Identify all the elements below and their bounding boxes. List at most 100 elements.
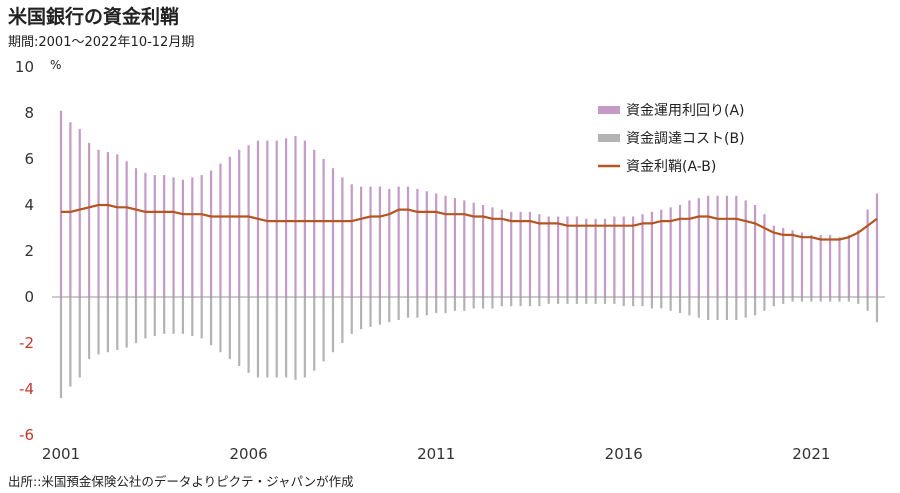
bar-cost-b xyxy=(341,297,344,343)
bar-cost-b xyxy=(632,297,635,307)
bar-yield-a xyxy=(163,175,166,297)
bar-yield-a xyxy=(744,200,747,297)
chart-title: 米国銀行の資金利鞘 xyxy=(8,6,180,28)
bar-cost-b xyxy=(847,297,850,302)
bar-yield-a xyxy=(88,142,91,297)
bar-yield-a xyxy=(791,230,794,297)
bar-yield-a xyxy=(134,168,138,297)
bar-yield-a xyxy=(678,205,682,297)
bar-cost-b xyxy=(697,297,700,318)
bar-yield-a xyxy=(500,209,503,297)
bar-yield-a xyxy=(800,232,804,297)
bar-cost-b xyxy=(181,297,185,334)
bar-yield-a xyxy=(78,129,81,297)
bar-cost-b xyxy=(106,297,109,353)
bar-cost-b xyxy=(247,297,250,373)
bar-cost-b xyxy=(678,297,682,314)
bar-cost-b xyxy=(97,297,100,355)
bar-yield-a xyxy=(191,177,194,297)
bar-cost-b xyxy=(782,297,785,304)
bar-cost-b xyxy=(538,297,541,307)
bar-cost-b xyxy=(735,297,738,320)
bar-cost-b xyxy=(519,297,522,307)
x-tick-label: 2021 xyxy=(792,445,830,463)
legend-label: 資金調達コスト(B) xyxy=(626,131,745,147)
bar-yield-a xyxy=(350,184,353,297)
legend-swatch-a xyxy=(598,106,620,114)
legend-swatch-b xyxy=(598,134,620,142)
bar-cost-b xyxy=(866,297,869,311)
bar-cost-b xyxy=(547,297,550,304)
bar-cost-b xyxy=(163,297,166,334)
bar-yield-a xyxy=(435,193,438,297)
bar-yield-a xyxy=(97,149,100,297)
bar-cost-b xyxy=(388,297,391,323)
bar-yield-a xyxy=(660,209,663,297)
bar-yield-a xyxy=(378,186,381,297)
source-note: 出所::米国預金保険公社のデータよりピクテ・ジャパンが作成 xyxy=(8,474,354,489)
bar-yield-a xyxy=(209,170,213,297)
bar-cost-b xyxy=(575,297,578,304)
bar-cost-b xyxy=(78,297,81,378)
bar-yield-a xyxy=(481,205,485,297)
bar-yield-a xyxy=(697,198,700,297)
bar-cost-b xyxy=(688,297,691,316)
bar-cost-b xyxy=(435,297,438,314)
bar-cost-b xyxy=(472,297,475,309)
bar-cost-b xyxy=(134,297,138,343)
bar-yield-a xyxy=(453,198,457,297)
bar-yield-a xyxy=(528,211,532,297)
bar-yield-a xyxy=(144,172,147,297)
bar-cost-b xyxy=(510,297,513,307)
bar-yield-a xyxy=(463,200,466,297)
bar-yield-a xyxy=(688,200,691,297)
bar-yield-a xyxy=(585,218,588,297)
bar-yield-a xyxy=(547,216,550,297)
bar-cost-b xyxy=(772,297,775,307)
bar-cost-b xyxy=(463,297,466,311)
bar-cost-b xyxy=(641,297,644,307)
bar-yield-a xyxy=(707,195,710,297)
bar-cost-b xyxy=(350,297,353,334)
chart-subtitle: 期間:2001～2022年10-12月期 xyxy=(8,35,195,50)
bar-cost-b xyxy=(256,297,260,378)
bar-cost-b xyxy=(172,297,175,334)
bar-cost-b xyxy=(416,297,419,318)
y-tick-label: -4 xyxy=(19,380,34,398)
bar-cost-b xyxy=(406,297,410,318)
bar-cost-b xyxy=(838,297,841,302)
bar-cost-b xyxy=(791,297,794,302)
bar-yield-a xyxy=(153,175,156,297)
bar-yield-a xyxy=(266,140,269,297)
bar-cost-b xyxy=(857,297,860,304)
bar-cost-b xyxy=(369,297,372,327)
bar-yield-a xyxy=(360,186,363,297)
bar-cost-b xyxy=(669,297,672,311)
bar-cost-b xyxy=(528,297,532,307)
y-tick-label: 10 xyxy=(15,58,34,76)
bar-cost-b xyxy=(200,297,203,339)
x-tick-label: 2016 xyxy=(605,445,643,463)
bar-cost-b xyxy=(753,297,757,316)
bar-cost-b xyxy=(444,297,447,314)
bar-cost-b xyxy=(397,297,400,320)
bar-yield-a xyxy=(725,195,729,297)
bar-yield-a xyxy=(303,140,306,297)
bar-cost-b xyxy=(744,297,747,318)
y-tick-label: 0 xyxy=(24,288,34,306)
bar-cost-b xyxy=(331,297,335,353)
bar-yield-a xyxy=(106,152,109,297)
bar-cost-b xyxy=(275,297,278,378)
bar-cost-b xyxy=(88,297,91,360)
bar-cost-b xyxy=(810,297,813,302)
y-tick-label: 8 xyxy=(24,104,34,122)
bar-cost-b xyxy=(425,297,428,316)
bar-yield-a xyxy=(857,230,860,297)
bar-yield-a xyxy=(716,195,719,297)
bar-cost-b xyxy=(716,297,719,320)
bar-cost-b xyxy=(153,297,156,337)
bar-yield-a xyxy=(622,216,625,297)
bar-yield-a xyxy=(575,216,578,297)
bar-cost-b xyxy=(453,297,457,311)
bar-yield-a xyxy=(753,205,757,297)
